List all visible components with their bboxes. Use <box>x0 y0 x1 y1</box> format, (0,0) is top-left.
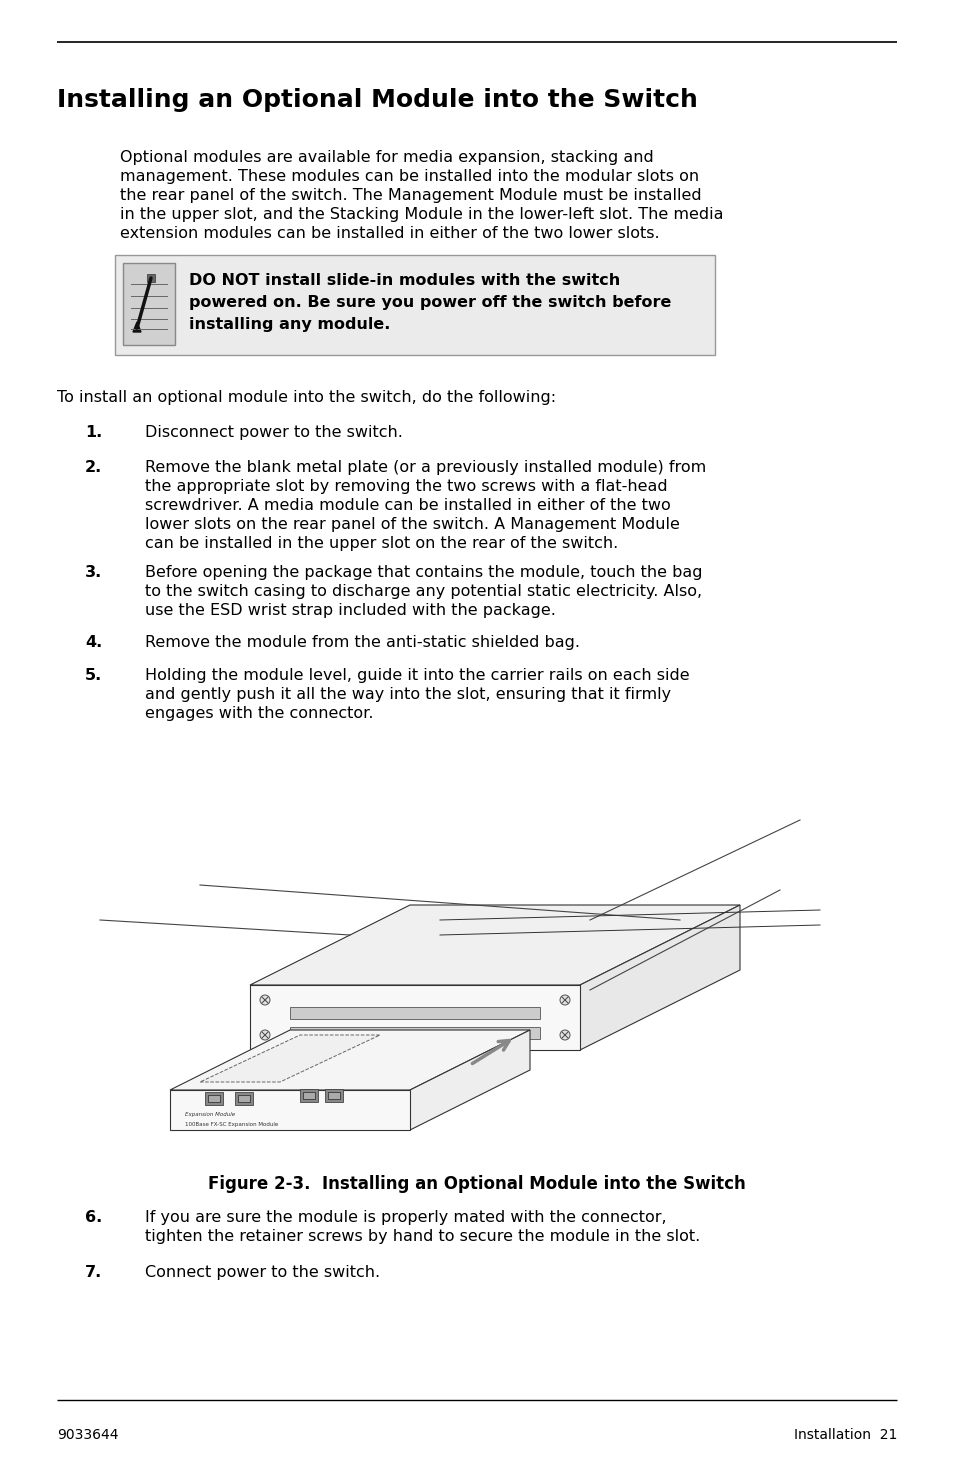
Text: Remove the blank metal plate (or a previously installed module) from: Remove the blank metal plate (or a previ… <box>145 460 705 475</box>
Text: DO NOT install slide-in modules with the switch: DO NOT install slide-in modules with the… <box>189 273 619 288</box>
Text: screwdriver. A media module can be installed in either of the two: screwdriver. A media module can be insta… <box>145 499 670 513</box>
Circle shape <box>559 1030 569 1040</box>
Text: Holding the module level, guide it into the carrier rails on each side: Holding the module level, guide it into … <box>145 668 689 683</box>
Polygon shape <box>132 322 141 332</box>
Text: Figure 2-3.  Installing an Optional Module into the Switch: Figure 2-3. Installing an Optional Modul… <box>208 1176 745 1193</box>
Text: 6.: 6. <box>85 1210 102 1226</box>
Bar <box>325 1089 343 1102</box>
Bar <box>234 1092 253 1105</box>
Text: 1.: 1. <box>85 425 102 440</box>
Text: Installation  21: Installation 21 <box>793 1428 896 1443</box>
Bar <box>303 1092 314 1099</box>
Text: 3.: 3. <box>85 565 102 580</box>
Text: powered on. Be sure you power off the switch before: powered on. Be sure you power off the sw… <box>189 295 671 310</box>
Text: tighten the retainer screws by hand to secure the module in the slot.: tighten the retainer screws by hand to s… <box>145 1229 700 1243</box>
Text: extension modules can be installed in either of the two lower slots.: extension modules can be installed in ei… <box>120 226 659 240</box>
Bar <box>205 1092 223 1105</box>
Text: To install an optional module into the switch, do the following:: To install an optional module into the s… <box>57 389 556 406</box>
Polygon shape <box>410 1030 530 1130</box>
Text: the rear panel of the switch. The Management Module must be installed: the rear panel of the switch. The Manage… <box>120 187 700 204</box>
Circle shape <box>260 996 270 1004</box>
Text: 4.: 4. <box>85 636 102 650</box>
Text: in the upper slot, and the Stacking Module in the lower-left slot. The media: in the upper slot, and the Stacking Modu… <box>120 207 722 223</box>
Text: installing any module.: installing any module. <box>189 317 390 332</box>
Circle shape <box>395 1096 403 1103</box>
Text: lower slots on the rear panel of the switch. A Management Module: lower slots on the rear panel of the swi… <box>145 518 679 532</box>
Bar <box>115 255 714 355</box>
Bar <box>208 1094 220 1102</box>
Text: 100Base FX-SC Expansion Module: 100Base FX-SC Expansion Module <box>185 1122 278 1127</box>
Circle shape <box>174 1115 185 1125</box>
Text: to the switch casing to discharge any potential static electricity. Also,: to the switch casing to discharge any po… <box>145 584 701 599</box>
Text: management. These modules can be installed into the modular slots on: management. These modules can be install… <box>120 170 699 184</box>
Text: Disconnect power to the switch.: Disconnect power to the switch. <box>145 425 402 440</box>
Text: can be installed in the upper slot on the rear of the switch.: can be installed in the upper slot on th… <box>145 535 618 552</box>
Bar <box>299 1089 317 1102</box>
Bar <box>237 1094 250 1102</box>
Text: Connect power to the switch.: Connect power to the switch. <box>145 1266 379 1280</box>
Polygon shape <box>170 1090 410 1130</box>
Text: Optional modules are available for media expansion, stacking and: Optional modules are available for media… <box>120 150 653 165</box>
Text: 5.: 5. <box>85 668 102 683</box>
Circle shape <box>260 1030 270 1040</box>
Polygon shape <box>250 906 740 985</box>
Text: Expansion Module: Expansion Module <box>185 1112 234 1117</box>
Text: Installing an Optional Module into the Switch: Installing an Optional Module into the S… <box>57 88 698 112</box>
Bar <box>328 1092 339 1099</box>
Bar <box>123 263 174 345</box>
Polygon shape <box>579 906 740 1050</box>
Text: engages with the connector.: engages with the connector. <box>145 707 374 721</box>
Text: If you are sure the module is properly mated with the connector,: If you are sure the module is properly m… <box>145 1210 666 1226</box>
Text: and gently push it all the way into the slot, ensuring that it firmly: and gently push it all the way into the … <box>145 687 670 702</box>
Polygon shape <box>290 1007 539 1019</box>
Text: Remove the module from the anti-static shielded bag.: Remove the module from the anti-static s… <box>145 636 579 650</box>
Text: 2.: 2. <box>85 460 102 475</box>
Text: Before opening the package that contains the module, touch the bag: Before opening the package that contains… <box>145 565 701 580</box>
Polygon shape <box>290 1027 539 1038</box>
Bar <box>147 274 154 282</box>
Text: the appropriate slot by removing the two screws with a flat-head: the appropriate slot by removing the two… <box>145 479 667 494</box>
Polygon shape <box>200 1035 379 1083</box>
Circle shape <box>559 996 569 1004</box>
Text: 9033644: 9033644 <box>57 1428 118 1443</box>
Polygon shape <box>250 985 579 1050</box>
Text: use the ESD wrist strap included with the package.: use the ESD wrist strap included with th… <box>145 603 556 618</box>
Text: 7.: 7. <box>85 1266 102 1280</box>
Polygon shape <box>170 1030 530 1090</box>
